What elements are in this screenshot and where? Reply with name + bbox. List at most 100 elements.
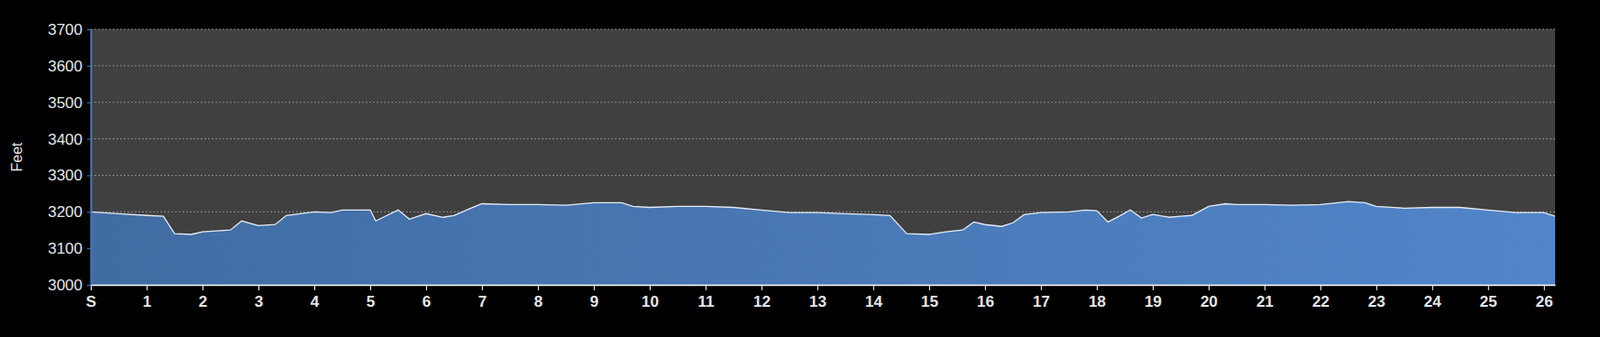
x-tick: 3 (254, 284, 264, 311)
elevation-area (90, 201, 1556, 285)
x-tick-mark (985, 284, 987, 291)
x-tick: 9 (590, 284, 599, 311)
x-tick-mark (649, 284, 651, 291)
y-axis: 3000 3100 3200 3300 3400 3500 3600 3700 (47, 21, 91, 295)
x-tick-label: 15 (920, 293, 939, 311)
y-tick-label: 3400 (47, 131, 83, 149)
grid (90, 29, 1556, 285)
y-tick: 3300 (47, 166, 91, 185)
x-tick: 2 (198, 284, 208, 311)
x-tick-label: 24 (1424, 293, 1442, 311)
x-tick-mark (1208, 284, 1210, 291)
x-tick: 19 (1144, 284, 1162, 311)
x-tick-label: 18 (1088, 293, 1107, 311)
y-tick: 3600 (47, 57, 91, 76)
x-tick-label: 22 (1312, 293, 1330, 311)
x-tick: 18 (1088, 284, 1107, 311)
x-tick-label: 19 (1144, 293, 1162, 311)
grid-line (90, 138, 1556, 140)
x-tick-mark (1544, 284, 1546, 291)
plot: S123456789101112131415161718192021222324… (47, 21, 1556, 311)
x-tick-label: 3 (254, 293, 264, 311)
y-tick: 3100 (47, 240, 91, 258)
y-tick-mark (87, 139, 91, 141)
x-tick-mark (873, 284, 875, 291)
y-tick: 3400 (47, 131, 91, 149)
x-tick: 21 (1256, 284, 1274, 311)
x-tick-mark (370, 284, 372, 291)
x-tick: 22 (1312, 284, 1330, 311)
x-tick-label: 26 (1535, 293, 1554, 311)
chart: S123456789101112131415161718192021222324… (0, 0, 1600, 337)
y-axis-title: Feet (9, 142, 25, 173)
y-tick-label: 3700 (47, 21, 83, 39)
x-tick: 20 (1200, 284, 1218, 311)
x-tick-mark (537, 284, 539, 291)
x-tick: 7 (478, 284, 487, 311)
y-tick: 3000 (47, 276, 91, 295)
y-tick-mark (87, 211, 91, 213)
x-tick-mark (1264, 284, 1266, 291)
x-tick-mark (1432, 284, 1434, 291)
x-tick-label: 2 (198, 293, 208, 311)
grid-line (90, 101, 1556, 103)
x-tick-label: 17 (1032, 293, 1051, 311)
x-tick-mark (817, 284, 819, 291)
x-tick-label: 16 (976, 293, 995, 311)
x-tick: 15 (920, 284, 939, 311)
x-tick-mark (705, 284, 707, 291)
plot-background (90, 29, 1556, 285)
x-tick-label: 4 (310, 293, 320, 311)
x-tick-label: 25 (1479, 293, 1498, 311)
x-tick-label: 21 (1256, 293, 1274, 311)
x-tick: 14 (865, 284, 883, 311)
x-tick-mark (202, 284, 204, 291)
x-tick-label: 11 (697, 293, 714, 311)
x-tick-mark (482, 284, 483, 291)
y-tick: 3500 (47, 94, 91, 112)
x-tick: 12 (753, 284, 771, 311)
x-tick-label: 8 (534, 293, 543, 311)
grid-line (90, 65, 1556, 66)
x-tick: 26 (1535, 284, 1554, 311)
x-tick-label: S (86, 293, 97, 311)
x-tick: 11 (697, 284, 714, 311)
x-tick-label: 10 (641, 293, 659, 311)
x-tick-label: 20 (1200, 293, 1218, 311)
x-tick-mark (1096, 284, 1098, 291)
x-tick-label: 1 (142, 293, 152, 311)
grid-line (90, 29, 1556, 31)
x-tick-mark (1488, 284, 1490, 291)
x-tick-mark (593, 284, 595, 291)
x-tick-mark (90, 284, 92, 291)
x-tick-mark (426, 284, 428, 291)
x-tick: 23 (1368, 284, 1386, 311)
x-tick-mark (761, 284, 763, 291)
y-tick-label: 3100 (47, 240, 83, 258)
y-tick-mark (87, 175, 91, 176)
y-tick-mark (87, 102, 91, 104)
x-tick: 5 (366, 284, 375, 311)
x-tick-label: 6 (422, 293, 431, 311)
y-tick: 3700 (47, 21, 91, 39)
x-tick: 25 (1479, 284, 1498, 311)
x-tick-label: 9 (590, 293, 599, 311)
x-tick-label: 23 (1368, 293, 1386, 311)
x-tick-mark (314, 284, 316, 291)
y-tick-label: 3200 (47, 203, 83, 221)
x-tick: 13 (809, 284, 827, 311)
x-tick: 6 (422, 284, 431, 311)
x-tick-label: 7 (478, 293, 487, 311)
y-tick: 3200 (47, 203, 91, 221)
x-tick-mark (258, 284, 260, 291)
x-tick: S (86, 284, 97, 311)
x-tick-label: 12 (753, 293, 771, 311)
x-tick-mark (929, 284, 931, 291)
y-axis-line (90, 30, 93, 286)
x-tick-mark (1152, 284, 1154, 291)
x-axis: S123456789101112131415161718192021222324… (86, 284, 1557, 311)
y-tick-mark (87, 29, 91, 31)
y-tick-mark (87, 248, 91, 250)
y-tick-mark (87, 65, 91, 67)
x-tick: 8 (534, 284, 543, 311)
